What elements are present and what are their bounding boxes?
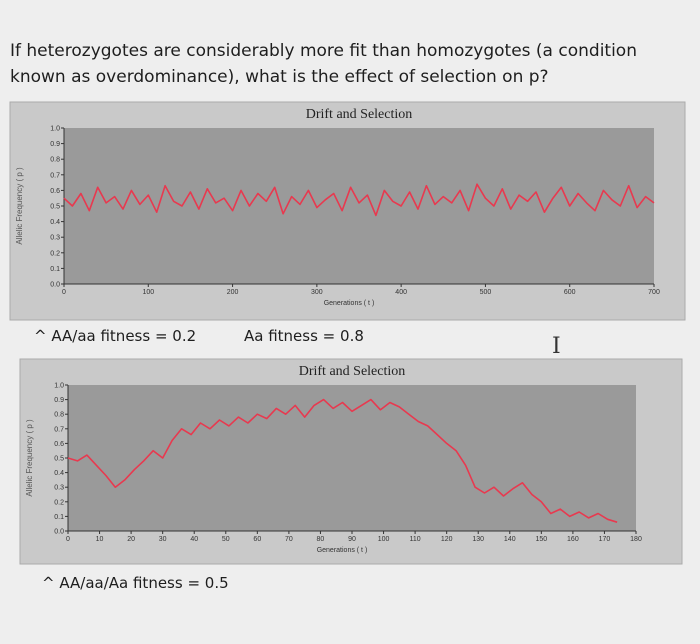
x-tick-label: 180 <box>630 536 642 543</box>
text-cursor-icon: I <box>552 334 561 359</box>
question-text: If heterozygotes are considerably more f… <box>10 41 637 87</box>
y-tick-label: 0.8 <box>54 412 64 419</box>
y-tick-label: 0.5 <box>54 456 64 463</box>
y-tick-label: 0.6 <box>54 441 64 448</box>
y-tick-label: 0.1 <box>50 266 60 273</box>
x-tick-label: 100 <box>142 289 154 296</box>
x-tick-label: 600 <box>564 289 576 296</box>
y-axis-label: Allelic Frequency ( p ) <box>25 419 34 497</box>
x-tick-label: 30 <box>159 536 167 543</box>
y-tick-label: 1.0 <box>54 383 64 390</box>
y-tick-label: 0.3 <box>54 485 64 492</box>
x-tick-label: 300 <box>311 289 323 296</box>
chart-title: Drift and Selection <box>306 107 413 122</box>
y-tick-label: 0.3 <box>50 235 60 242</box>
x-tick-label: 20 <box>127 536 135 543</box>
left-fitness-caption: ^ AA/aa fitness = 0.2 <box>34 327 197 345</box>
chart-drift-selection-2: Drift and Selection 0.0 0.1 0.2 0.3 0.4 0.5 0.6… <box>19 358 683 565</box>
x-tick-label: 90 <box>348 536 356 543</box>
y-tick-label: 0.0 <box>50 282 60 289</box>
y-tick-label: 0.1 <box>54 514 64 521</box>
x-tick-label: 500 <box>480 289 492 296</box>
x-tick-label: 170 <box>599 536 611 543</box>
chart-title: Drift and Selection <box>299 364 406 379</box>
x-tick-label: 120 <box>441 536 453 543</box>
y-tick-label: 0.2 <box>50 250 60 257</box>
y-tick-label: 0.5 <box>50 204 60 211</box>
x-tick-label: 0 <box>66 536 70 543</box>
x-tick-label: 40 <box>190 536 198 543</box>
series-line <box>67 398 618 523</box>
chart-drift-selection-1: Drift and Selection 0.0 0.1 0.2 0.3 0.4 0.5 0.6… <box>9 101 686 321</box>
x-tick-label: 60 <box>253 536 261 543</box>
y-tick-label: 0.6 <box>50 188 60 195</box>
y-tick-label: 0.7 <box>50 172 60 179</box>
plot-area <box>64 128 654 284</box>
y-tick-label: 0.0 <box>54 529 64 536</box>
y-tick-label: 0.4 <box>54 470 64 477</box>
x-tick-label: 110 <box>410 536 421 543</box>
bottom-fitness-caption: ^ AA/aa/Aa fitness = 0.5 <box>42 574 229 592</box>
x-tick-label: 130 <box>472 536 484 543</box>
x-tick-label: 50 <box>222 536 230 543</box>
x-tick-label: 0 <box>62 289 66 296</box>
y-tick-label: 1.0 <box>50 126 60 133</box>
y-tick-label: 0.9 <box>50 141 60 148</box>
x-axis-label: Generations ( t ) <box>317 547 368 554</box>
x-tick-label: 100 <box>378 536 390 543</box>
x-tick-label: 150 <box>535 536 547 543</box>
series-line <box>63 183 655 217</box>
y-tick-label: 0.7 <box>54 426 64 433</box>
x-tick-label: 160 <box>567 536 579 543</box>
mid-fitness-caption: Aa fitness = 0.8 <box>244 327 364 345</box>
x-tick-label: 400 <box>395 289 407 296</box>
x-tick-label: 80 <box>317 536 325 543</box>
y-tick-label: 0.9 <box>54 397 64 404</box>
x-axis-label: Generations ( t ) <box>324 300 375 307</box>
x-tick-label: 200 <box>227 289 239 296</box>
x-tick-label: 70 <box>285 536 293 543</box>
x-tick-label: 10 <box>96 536 104 543</box>
y-tick-label: 0.8 <box>50 157 60 164</box>
y-tick-label: 0.4 <box>50 219 60 226</box>
plot-area <box>68 385 636 531</box>
x-tick-label: 700 <box>648 289 660 296</box>
y-axis-label: Allelic Frequency ( p ) <box>15 167 24 245</box>
x-tick-label: 140 <box>504 536 516 543</box>
y-tick-label: 0.2 <box>54 499 64 506</box>
